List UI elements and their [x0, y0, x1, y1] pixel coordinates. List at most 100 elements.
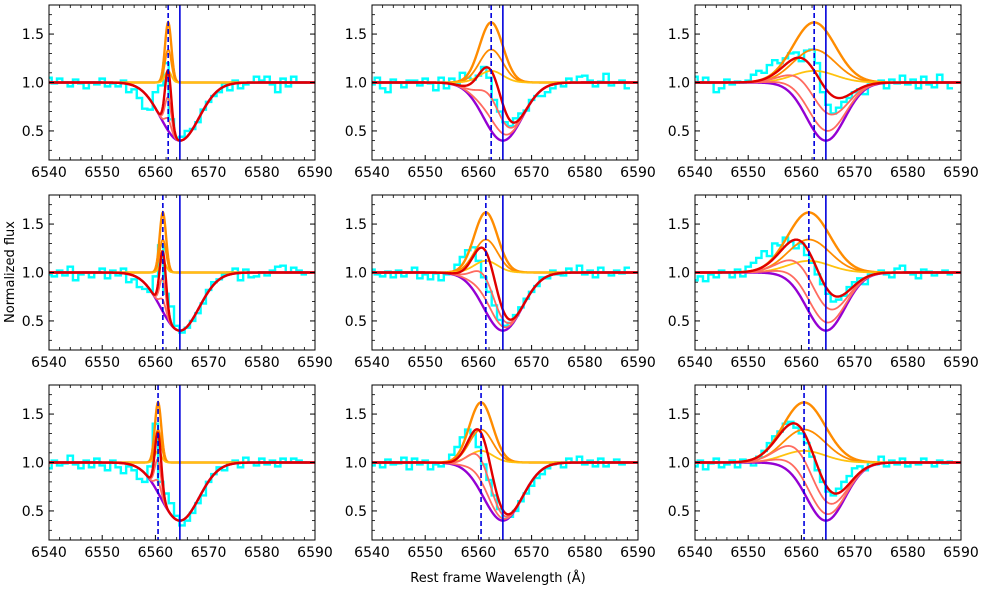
x-tick-label: 6560	[138, 545, 174, 561]
x-tick-label: 6540	[31, 355, 67, 371]
x-tick-label: 6540	[677, 165, 713, 181]
plot-area	[695, 385, 961, 540]
panel-r0-c1: 6540 6550 6560 6570 6580 6590 0.5 1.0 1.5	[345, 4, 656, 181]
x-tick-label: 6570	[837, 165, 873, 181]
x-tick-label: 6570	[837, 355, 873, 371]
x-tick-label: 6540	[31, 545, 67, 561]
emission-component-1	[49, 400, 315, 464]
panel-r0-c2: 6540 6550 6560 6570 6580 6590 0.5 1.0 1.5	[668, 4, 979, 181]
combined-model-2	[49, 458, 315, 522]
x-tick-label: 6580	[890, 165, 926, 181]
plot-area	[372, 385, 638, 540]
x-tick-label: 6560	[784, 355, 820, 371]
x-tick-label: 6560	[138, 355, 174, 371]
x-tick-label: 6550	[730, 165, 766, 181]
emission-component-1	[372, 21, 638, 84]
x-tick-label: 6580	[890, 545, 926, 561]
plot-area	[372, 195, 638, 350]
emission-component-1	[49, 210, 315, 274]
panel-r2-c0: 6540 6550 6560 6570 6580 6590 0.5 1.0 1.5	[22, 384, 333, 561]
x-tick-label: 6570	[514, 355, 550, 371]
x-axis-title: Rest frame Wavelength (Å)	[410, 570, 585, 586]
x-tick-label: 6550	[84, 165, 120, 181]
x-tick-label: 6590	[943, 545, 979, 561]
x-tick-label: 6540	[354, 355, 390, 371]
x-tick-label: 6570	[514, 165, 550, 181]
x-tick-label: 6550	[84, 355, 120, 371]
panel-r1-c0: 6540 6550 6560 6570 6580 6590 0.5 1.0 1.5	[22, 194, 333, 371]
y-tick-label: 0.5	[345, 124, 367, 140]
x-tick-label: 6550	[407, 355, 443, 371]
emission-component-3	[49, 69, 315, 84]
plot-area	[49, 385, 315, 540]
observed-spectrum	[49, 244, 308, 334]
combined-model-3	[372, 461, 638, 520]
panel-r0-c0: 6540 6550 6560 6570 6580 6590 0.5 1.0 1.5	[22, 4, 333, 181]
x-tick-label: 6550	[730, 545, 766, 561]
plot-area	[49, 195, 315, 350]
observed-spectrum	[372, 65, 631, 128]
panel-r2-c2: 6540 6550 6560 6570 6580 6590 0.5 1.0 1.5	[668, 384, 979, 561]
x-tick-label: 6550	[730, 355, 766, 371]
panels-grid: 6540 6550 6560 6570 6580 6590 0.5 1.0 1.5 6540 655…	[22, 4, 979, 561]
x-tick-label: 6580	[244, 545, 280, 561]
panel-r1-c2: 6540 6550 6560 6570 6580 6590 0.5 1.0 1.5	[668, 194, 979, 371]
combined-model-2	[372, 81, 638, 129]
y-tick-label: 1.5	[345, 217, 367, 233]
x-tick-label: 6560	[784, 545, 820, 561]
x-tick-label: 6550	[407, 165, 443, 181]
y-tick-label: 1.5	[22, 27, 44, 43]
combined-model-1	[695, 56, 961, 100]
x-tick-label: 6540	[31, 165, 67, 181]
y-tick-label: 1.5	[22, 407, 44, 423]
x-tick-label: 6570	[191, 165, 227, 181]
x-tick-label: 6590	[943, 355, 979, 371]
combined-model-1	[372, 428, 638, 516]
observed-spectrum	[49, 61, 308, 139]
y-tick-label: 1.0	[22, 456, 44, 472]
y-tick-label: 1.5	[345, 27, 367, 43]
combined-model-2	[695, 259, 961, 311]
plot-area	[695, 5, 961, 160]
x-tick-label: 6560	[461, 355, 497, 371]
combined-model-3	[49, 271, 315, 332]
combined-model-3	[372, 271, 638, 329]
x-tick-label: 6580	[567, 165, 603, 181]
absorption-model	[49, 271, 315, 332]
x-tick-label: 6560	[461, 165, 497, 181]
x-tick-label: 6580	[890, 355, 926, 371]
x-tick-label: 6590	[943, 165, 979, 181]
panel-r1-c1: 6540 6550 6560 6570 6580 6590 0.5 1.0 1.5	[345, 194, 656, 371]
y-tick-label: 0.5	[345, 504, 367, 520]
y-tick-label: 1.0	[668, 266, 690, 282]
y-tick-label: 1.0	[345, 266, 367, 282]
y-tick-label: 1.0	[668, 76, 690, 92]
absorption-model	[49, 461, 315, 522]
x-tick-label: 6540	[354, 545, 390, 561]
x-tick-label: 6540	[354, 165, 390, 181]
x-tick-label: 6580	[244, 165, 280, 181]
y-tick-label: 1.5	[668, 407, 690, 423]
y-tick-label: 0.5	[22, 314, 44, 330]
x-tick-label: 6590	[620, 165, 656, 181]
x-tick-label: 6590	[297, 165, 333, 181]
combined-model-2	[695, 445, 961, 505]
emission-component-1	[695, 401, 961, 464]
y-axis-title: Normalized flux	[3, 221, 18, 323]
x-tick-label: 6580	[567, 355, 603, 371]
combined-model-1	[372, 66, 638, 124]
combined-model-1	[49, 431, 315, 522]
emission-component-1	[695, 211, 961, 274]
x-tick-label: 6590	[297, 545, 333, 561]
emission-component-1	[49, 20, 315, 84]
combined-model-1	[49, 250, 315, 332]
y-tick-label: 0.5	[22, 504, 44, 520]
y-tick-label: 0.5	[345, 314, 367, 330]
x-tick-label: 6570	[191, 545, 227, 561]
y-tick-label: 1.0	[345, 456, 367, 472]
x-tick-label: 6550	[407, 545, 443, 561]
y-tick-label: 1.0	[22, 76, 44, 92]
y-tick-label: 1.5	[345, 407, 367, 423]
y-tick-label: 0.5	[668, 124, 690, 140]
emission-component-2	[49, 48, 315, 84]
